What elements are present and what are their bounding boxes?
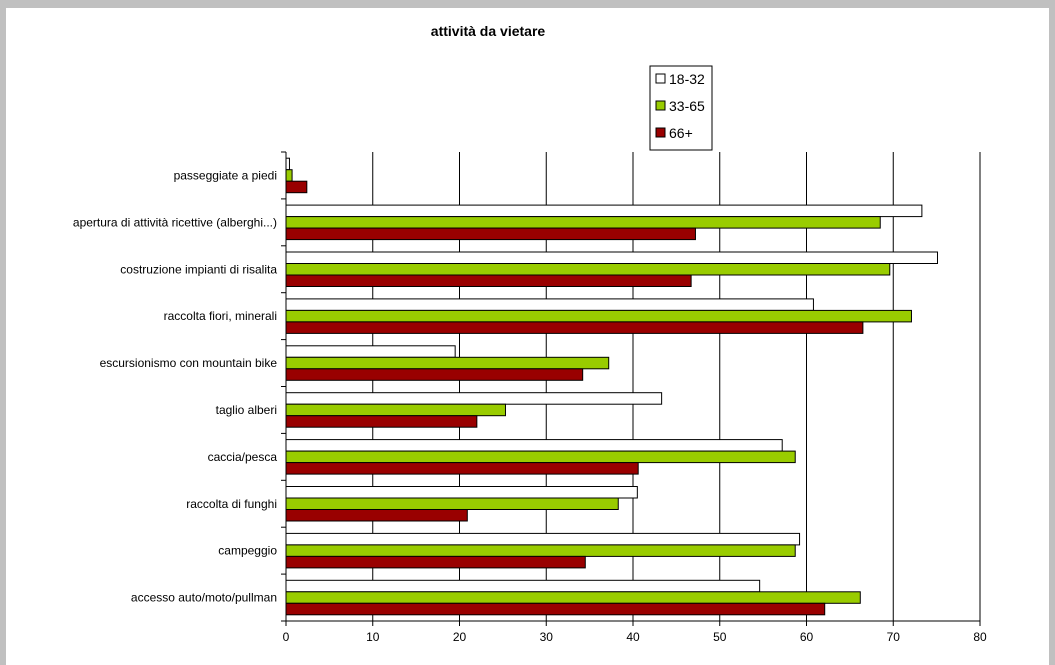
bar-18-32-1	[285, 204, 923, 218]
bar-66+-6	[285, 462, 639, 475]
bar-66+-8	[285, 555, 586, 569]
x-tick-label: 60	[800, 630, 814, 644]
bar-66+-4	[285, 368, 584, 381]
x-tick-labels: 0 10 20 30 40 50 60 70 80	[283, 630, 987, 644]
bar-33-65-5	[285, 403, 506, 417]
bar-18-32-2	[285, 251, 938, 264]
category-label: escursionismo con mountain bike	[100, 356, 278, 370]
bar-18-32-0	[285, 157, 290, 171]
x-tick-label: 50	[713, 630, 727, 644]
bar-18-32-6	[285, 439, 783, 452]
category-label: taglio alberi	[216, 403, 277, 417]
bar-33-65-9	[285, 591, 861, 604]
bar-66+-2	[285, 274, 692, 287]
chart-area: attività da vietare passeggiate a piedi a…	[6, 8, 1049, 665]
bar-33-65-7	[285, 497, 619, 510]
x-tick-label: 70	[887, 630, 901, 644]
category-label: passeggiate a piedi	[174, 168, 277, 182]
bar-chart: attività da vietare passeggiate a piedi a…	[73, 23, 987, 644]
category-label: raccolta fiori, minerali	[164, 309, 277, 323]
x-tick-label: 10	[366, 630, 380, 644]
x-tick-label: 40	[626, 630, 640, 644]
bar-33-65-2	[285, 263, 891, 276]
bar-18-32-8	[285, 532, 801, 546]
bar-66+-0	[285, 180, 308, 194]
category-label: raccolta di funghi	[186, 497, 277, 511]
legend-swatch	[655, 100, 666, 111]
legend-label: 66+	[669, 125, 693, 141]
bar-18-32-9	[285, 579, 761, 593]
bar-66+-9	[285, 602, 826, 616]
bar-66+-7	[285, 509, 468, 522]
bar-18-32-5	[285, 392, 663, 405]
x-tick-label: 20	[453, 630, 467, 644]
x-tick-label: 30	[540, 630, 554, 644]
bar-18-32-3	[285, 298, 814, 311]
bar-33-65-0	[285, 169, 293, 182]
bar-18-32-4	[285, 345, 456, 358]
legend-label: 18-32	[669, 71, 705, 87]
bar-33-65-4	[285, 356, 610, 370]
bar-33-65-1	[285, 216, 881, 229]
legend-swatch	[655, 127, 666, 138]
bar-66+-3	[285, 321, 864, 334]
axes	[281, 151, 981, 626]
category-label: caccia/pesca	[208, 450, 278, 464]
x-tick-label: 80	[973, 630, 987, 644]
bar-66+-5	[285, 415, 478, 428]
bar-66+-1	[285, 227, 696, 241]
category-labels: passeggiate a piedi apertura di attività …	[73, 168, 277, 604]
category-label: accesso auto/moto/pullman	[131, 591, 277, 605]
bar-33-65-3	[285, 309, 912, 323]
bar-33-65-8	[285, 544, 796, 557]
category-label: campeggio	[218, 544, 277, 558]
legend-swatch	[655, 73, 666, 84]
chart-title: attività da vietare	[431, 23, 546, 39]
category-label: costruzione impianti di risalita	[120, 262, 277, 276]
bars	[285, 157, 938, 616]
x-tick-label: 0	[283, 630, 290, 644]
legend-label: 33-65	[669, 98, 705, 114]
bar-18-32-7	[285, 486, 638, 499]
bar-33-65-6	[285, 450, 796, 464]
legend: 18-32 33-65 66+	[649, 65, 713, 151]
category-label: apertura di attività ricettive (alberghi…	[73, 215, 277, 229]
